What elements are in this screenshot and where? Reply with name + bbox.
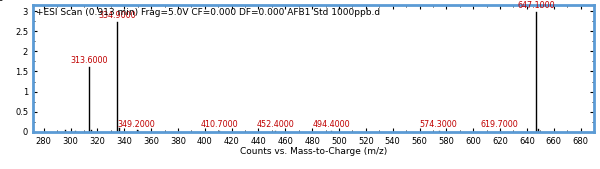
- Text: 313.6000: 313.6000: [70, 56, 107, 65]
- Text: x10³: x10³: [0, 0, 8, 3]
- Text: 647.1000: 647.1000: [518, 1, 555, 10]
- X-axis label: Counts vs. Mass-to-Charge (m/z): Counts vs. Mass-to-Charge (m/z): [240, 147, 387, 156]
- Text: 574.3000: 574.3000: [420, 120, 458, 129]
- Text: 410.7000: 410.7000: [200, 120, 238, 129]
- Text: +ESI Scan (0.913 min) Frag=5.0V CF=0.000 DF=0.000 AFB1 Std 1000ppb.d: +ESI Scan (0.913 min) Frag=5.0V CF=0.000…: [36, 8, 380, 17]
- Text: 349.2000: 349.2000: [118, 120, 155, 129]
- Text: 619.7000: 619.7000: [481, 120, 518, 129]
- Text: 334.9000: 334.9000: [98, 11, 136, 20]
- Text: 452.4000: 452.4000: [256, 120, 294, 129]
- Text: 494.4000: 494.4000: [313, 120, 350, 129]
